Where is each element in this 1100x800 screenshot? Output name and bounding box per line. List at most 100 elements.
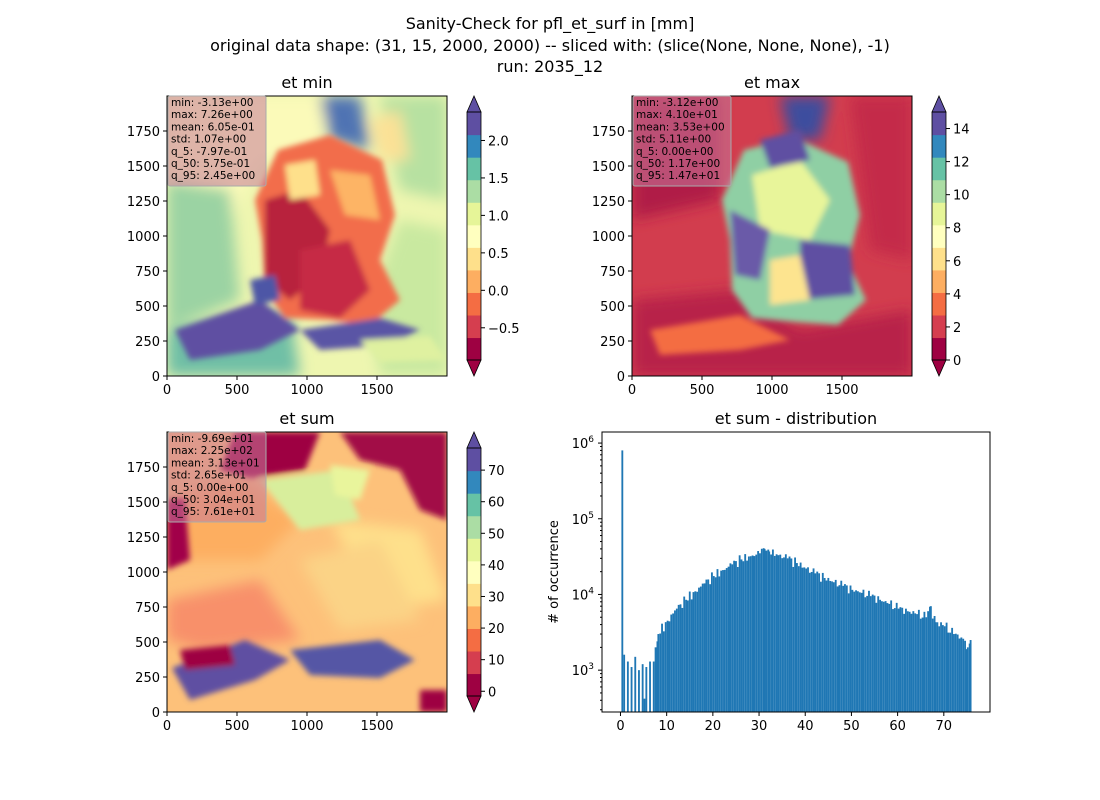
y-tick-label: 105 <box>572 511 594 528</box>
histogram-bar <box>701 583 704 712</box>
colorbar-segment <box>467 247 481 271</box>
histogram-bar <box>674 610 676 712</box>
histogram-bar <box>638 670 640 712</box>
histogram-bar <box>790 558 793 712</box>
histogram-bar <box>649 661 651 712</box>
x-tick-label: 10 <box>658 719 675 734</box>
histogram-bar <box>747 556 750 712</box>
histogram-bar <box>938 626 941 712</box>
colorbar-tick-label: 60 <box>488 496 505 511</box>
x-tick-label: 1500 <box>825 383 858 398</box>
colorbar: 0 2 4 6 8 10 12 14 <box>931 95 970 377</box>
histogram-bar <box>812 568 815 712</box>
colorbar-segment <box>932 292 946 316</box>
histogram-bar <box>692 592 695 712</box>
y-tick-label: 750 <box>600 265 625 280</box>
colorbar-tick-label: 1.5 <box>488 172 509 187</box>
x-axis: 0 500 1000 1500 <box>163 712 394 734</box>
histogram-bar <box>953 634 955 712</box>
histogram-bar <box>742 561 745 712</box>
y-tick-label: 1250 <box>127 195 160 210</box>
histogram-bar <box>799 562 802 712</box>
histogram-bar <box>831 581 833 712</box>
y-tick-label: 0 <box>152 706 160 721</box>
y-axis: 0 250 500 750 1000 1250 1500 1750 <box>127 461 167 721</box>
stats-line: mean: 3.13e+01 <box>171 457 260 469</box>
y-tick-label: 500 <box>135 300 160 315</box>
y-axis: 103 104 105 106 <box>572 435 602 711</box>
y-tick-label: 0 <box>617 370 625 385</box>
colorbar-tick-label: 70 <box>488 464 505 479</box>
x-tick-label: 20 <box>705 719 722 734</box>
colorbar-segment <box>467 269 481 293</box>
y-tick-label: 106 <box>572 435 595 452</box>
histogram-bar <box>703 583 706 712</box>
histogram-bar <box>722 570 724 712</box>
histogram-bar <box>668 621 671 712</box>
histogram-bar <box>763 548 766 712</box>
histogram-bar <box>768 551 771 712</box>
y-tick-label: 1000 <box>127 230 160 245</box>
histogram-bar <box>931 618 934 712</box>
y-tick-label: 1000 <box>127 566 160 581</box>
stats-line: min: -9.69e+01 <box>171 433 253 445</box>
histogram-bar <box>753 556 756 712</box>
histogram-bar <box>662 631 665 712</box>
histogram-bar <box>829 580 832 712</box>
x-tick-label: 1000 <box>755 383 788 398</box>
panel-title: et sum <box>279 409 334 428</box>
colorbar-frame <box>931 111 947 361</box>
y-tick-label: 104 <box>572 586 595 603</box>
stats-line: q_95: 2.45e+00 <box>171 170 255 182</box>
stats-line: q_5: 0.00e+00 <box>636 146 713 158</box>
histogram-bar <box>927 611 930 712</box>
histogram-bar <box>820 581 822 712</box>
histogram-bar <box>630 667 633 712</box>
y-tick-label: 1750 <box>592 125 625 140</box>
y-tick-label: 750 <box>135 601 160 616</box>
x-tick-label: 500 <box>225 383 250 398</box>
histogram-bar <box>821 572 824 712</box>
colorbar-tick-label: 2.0 <box>488 134 509 149</box>
figure-title-line-3: run: 2035_12 <box>497 57 603 77</box>
histogram-bar <box>755 554 758 712</box>
histogram-bar <box>905 608 907 712</box>
histogram-bar <box>707 579 710 712</box>
colorbar-segment <box>467 202 481 226</box>
histogram-bar <box>623 654 626 712</box>
histogram-bar <box>834 579 837 712</box>
histogram-bar <box>962 638 965 712</box>
y-tick-label: 750 <box>135 265 160 280</box>
histogram-bar <box>659 633 662 712</box>
histogram-bar <box>842 585 845 712</box>
histogram-bar <box>941 625 944 712</box>
panel-title: et max <box>744 73 800 92</box>
histogram-bar <box>917 609 920 712</box>
histogram-bar <box>797 566 800 712</box>
histogram-bar <box>661 623 663 712</box>
histogram-bar <box>709 584 712 712</box>
y-tick-label: 500 <box>600 300 625 315</box>
y-axis: 0 250 500 750 1000 1250 1500 1750 <box>592 125 632 385</box>
histogram-bar <box>956 634 959 712</box>
colorbar-tick-label: 0 <box>953 354 961 369</box>
stats-box-background <box>167 95 267 187</box>
histogram-bar <box>746 560 748 712</box>
x-tick-label: 70 <box>936 719 953 734</box>
histogram-bar <box>786 558 789 712</box>
colorbar-tick-label: −0.5 <box>488 322 520 337</box>
histogram-bar <box>958 638 961 712</box>
histogram-bar <box>779 554 782 712</box>
histogram-bar <box>860 592 863 712</box>
histogram-bar <box>690 599 693 712</box>
histogram-bar <box>744 554 747 712</box>
colorbar-segment <box>467 538 481 562</box>
colorbar-segment <box>932 157 946 181</box>
colorbar-extend-top <box>931 95 947 113</box>
histogram-bar <box>845 585 848 712</box>
histogram-bar <box>783 557 785 712</box>
histogram-bar <box>919 618 922 712</box>
histogram-bar <box>711 572 713 712</box>
histogram-bar <box>683 596 686 712</box>
